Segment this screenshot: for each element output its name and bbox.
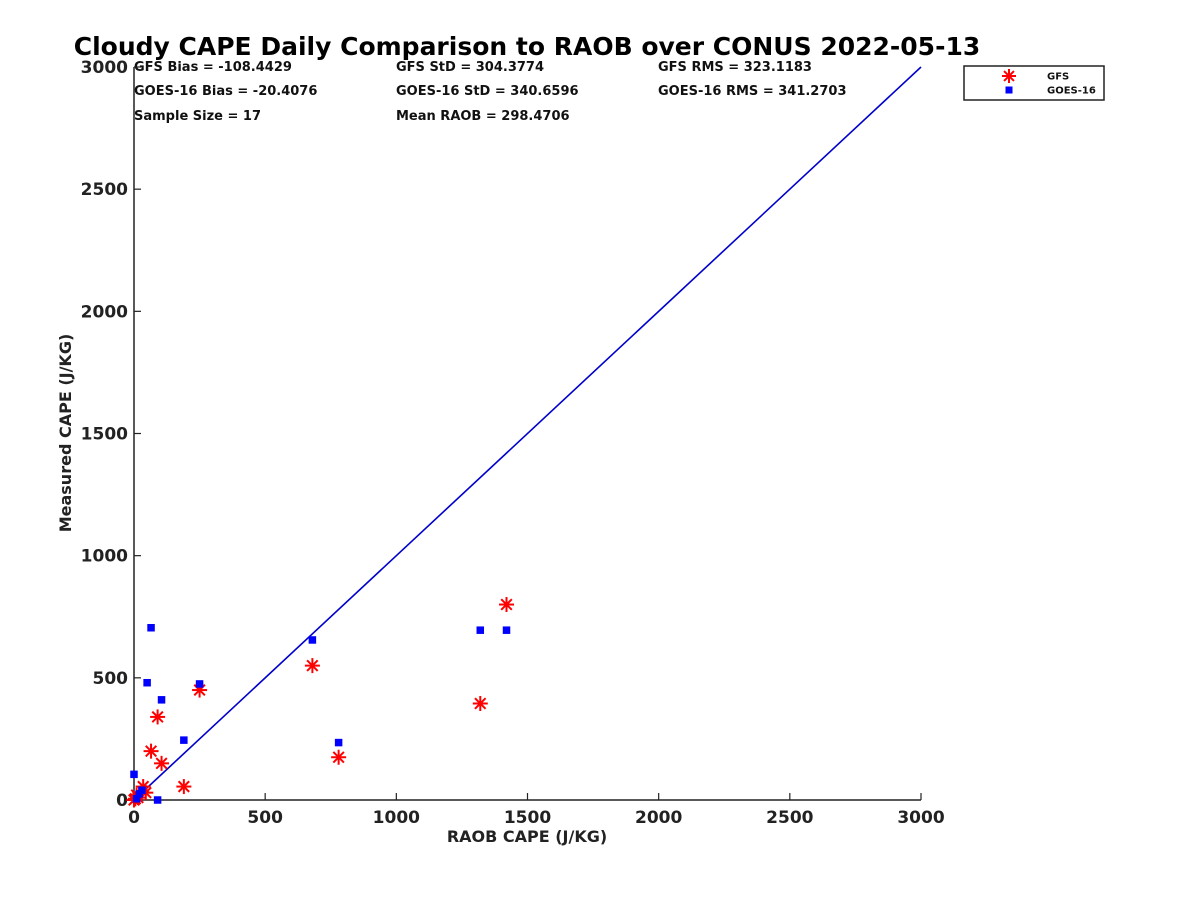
goes-16-point — [502, 626, 511, 634]
stat-text: GFS StD = 304.3774 — [396, 60, 544, 75]
plot-area: 0 500 1000 1500 2000 2500 3000 0 500 1000 1500 2000… — [81, 58, 945, 828]
gfs-point — [154, 755, 170, 771]
goes-16-point — [130, 770, 138, 779]
gfs-point — [150, 709, 166, 725]
y-tick-label: 2500 — [81, 180, 128, 200]
legend-box — [963, 65, 1105, 101]
goes-16-point — [308, 636, 317, 644]
goes-16-point — [195, 680, 204, 688]
goes-16-point — [138, 786, 146, 794]
chart-title: Cloudy CAPE Daily Comparison to RAOB ove… — [74, 32, 980, 61]
x-tick-label: 3000 — [897, 808, 944, 828]
goes-16-point — [132, 795, 141, 803]
y-tick-label: 1500 — [81, 425, 128, 445]
stat-text: GOES-16 StD = 340.6596 — [396, 84, 579, 99]
gfs-point — [499, 597, 515, 613]
x-axis-label: RAOB CAPE (J/KG) — [447, 827, 607, 846]
y-tick-label: 0 — [116, 791, 128, 811]
legend-goes-16-marker — [1005, 86, 1013, 94]
y-axis-label: Measured CAPE (J/KG) — [56, 334, 75, 533]
gfs-point — [331, 749, 347, 765]
y-tick-label: 500 — [93, 669, 129, 689]
axes: 0 500 1000 1500 2000 2500 3000 0 500 1000 1500 2000… — [81, 58, 945, 828]
one-to-one-line — [133, 66, 922, 801]
stat-text: GOES-16 RMS = 341.2703 — [658, 84, 847, 99]
x-tick-label: 2500 — [766, 808, 813, 828]
x-tick-label: 0 — [128, 808, 140, 828]
goes-16-point — [157, 696, 166, 704]
reference-line — [133, 66, 922, 801]
goes-16-point — [334, 738, 343, 747]
gfs-point — [176, 779, 192, 795]
stat-text: GFS RMS = 323.1183 — [658, 60, 812, 75]
stat-text: GOES-16 Bias = -20.4076 — [134, 84, 317, 99]
legend: GFS GOES-16 — [963, 65, 1105, 101]
stats-block: GFS Bias = -108.4429 GFS StD = 304.3774 GF… — [134, 60, 847, 124]
x-tick-label: 2000 — [635, 808, 682, 828]
legend-gfs-label: GFS — [1047, 72, 1069, 83]
stat-text: Sample Size = 17 — [134, 109, 261, 124]
x-tick-label: 1000 — [373, 808, 420, 828]
legend-gfs-marker — [1002, 69, 1016, 83]
stat-text: GFS Bias = -108.4429 — [134, 60, 292, 75]
y-tick-label: 1000 — [81, 547, 128, 567]
goes-16-point — [143, 678, 151, 687]
data-points — [126, 597, 515, 808]
goes-16-point — [147, 623, 155, 632]
gfs-point — [472, 695, 488, 711]
legend-goes-16-label: GOES-16 — [1047, 86, 1096, 97]
goes-16-point — [476, 626, 485, 634]
x-tick-label: 1500 — [504, 808, 551, 828]
stat-text: Mean RAOB = 298.4706 — [396, 109, 570, 124]
goes-16-point — [153, 796, 162, 804]
x-tick-label: 500 — [247, 808, 283, 828]
y-tick-label: 2000 — [81, 302, 128, 322]
gfs-point — [304, 658, 320, 674]
y-tick-label: 3000 — [81, 58, 128, 78]
gfs-point — [143, 743, 159, 759]
goes-16-point — [180, 736, 188, 744]
